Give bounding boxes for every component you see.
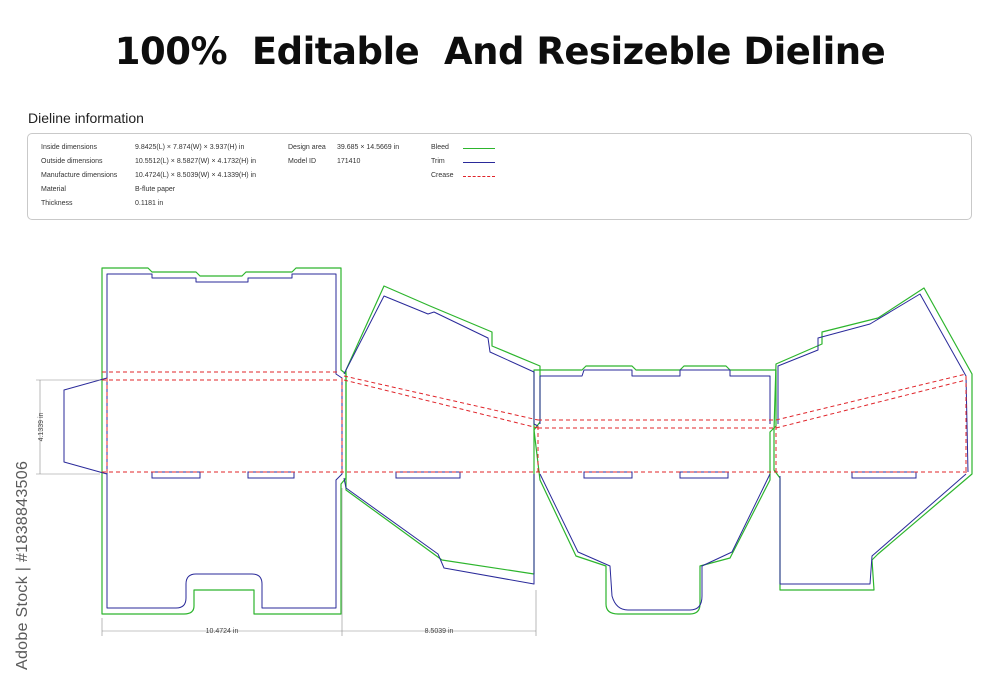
legend-swatch-trim [463, 162, 495, 163]
slot [247, 471, 295, 479]
bleed-panel-4 [773, 287, 973, 591]
info-label: Manufacture dimensions [41, 172, 118, 179]
trim-panel-4-bottom [779, 473, 967, 585]
info-value: 0.1181 in [135, 200, 164, 207]
stock-watermark: Adobe Stock | #1838843506 [14, 460, 31, 670]
info-value: 10.4724(L) × 8.5039(W) × 4.1339(H) in [135, 172, 257, 179]
info-label: Design area [288, 144, 326, 151]
crease-line [343, 375, 539, 421]
slot [583, 471, 633, 479]
info-value: 10.5512(L) × 8.5827(W) × 4.1732(H) in [135, 158, 257, 165]
dieline-info-title: Dieline information [28, 110, 144, 126]
dim-label-height: 4.1339 in [38, 412, 45, 441]
info-label: Thickness [41, 200, 73, 207]
trim-panel-2-bottom [343, 474, 535, 585]
crease-line [775, 379, 967, 429]
slot [851, 471, 917, 479]
bleed-panel-3 [533, 365, 777, 615]
bleed-panel-1 [101, 267, 347, 615]
dimension-lines [36, 379, 537, 636]
bleed-lines [101, 267, 973, 615]
legend-swatch-bleed [463, 148, 495, 149]
dieline-info-panel: Inside dimensions 9.8425(L) × 7.874(W) ×… [27, 133, 972, 220]
info-value: 9.8425(L) × 7.874(W) × 3.937(H) in [135, 144, 245, 151]
crease-lines [102, 371, 968, 474]
dim-label-panel-1: 10.4724 in [206, 628, 239, 635]
trim-panel-3-bottom [539, 473, 771, 611]
info-label: Model ID [288, 158, 317, 165]
crease-line [343, 379, 539, 429]
slot [679, 471, 729, 479]
trim-panel-1 [106, 273, 343, 609]
crease-line [775, 373, 967, 421]
info-value: 39.685 × 14.5669 in [337, 144, 400, 151]
dim-label-panel-2: 8.5039 in [425, 628, 454, 635]
info-label: Material [41, 186, 66, 193]
trim-panel-2 [343, 295, 539, 427]
bleed-panel-2 [345, 285, 541, 575]
legend-label: Crease [431, 172, 454, 179]
info-value: B-flute paper [135, 186, 176, 193]
trim-lines [63, 273, 969, 611]
slot [395, 471, 461, 479]
legend-label: Bleed [431, 144, 449, 151]
trim-glue-flap [63, 377, 108, 475]
info-label: Outside dimensions [41, 158, 103, 165]
info-label: Inside dimensions [41, 144, 98, 151]
legend-label: Trim [431, 158, 445, 165]
legend-swatch-crease [463, 176, 495, 177]
slot [151, 471, 201, 479]
headline: 100% Editable And Resizeble Dieline [114, 30, 886, 73]
trim-panel-4 [777, 293, 969, 473]
info-value: 171410 [337, 158, 361, 165]
trim-panel-3 [539, 369, 771, 424]
